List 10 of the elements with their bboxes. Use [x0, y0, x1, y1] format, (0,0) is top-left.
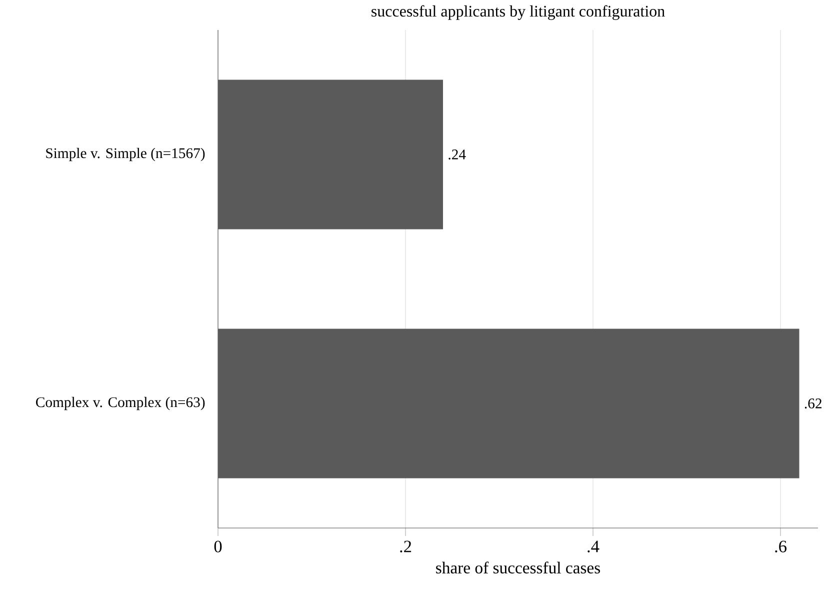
x-tick-label: 0: [214, 540, 222, 552]
chart-title: successful applicants by litigant configuration: [372, 5, 665, 20]
x-tick-label: .6: [775, 540, 786, 552]
data-label: .24: [448, 150, 466, 160]
y-tick-label: Simple v. Simple (n=1567): [46, 148, 205, 162]
x-tick-label: .2: [400, 540, 412, 552]
data-label: .62: [804, 398, 822, 408]
y-tick-label: Complex v. Complex (n=63): [36, 396, 205, 410]
x-axis-title: share of successful cases: [436, 562, 600, 574]
x-tick-label: .4: [588, 540, 600, 552]
